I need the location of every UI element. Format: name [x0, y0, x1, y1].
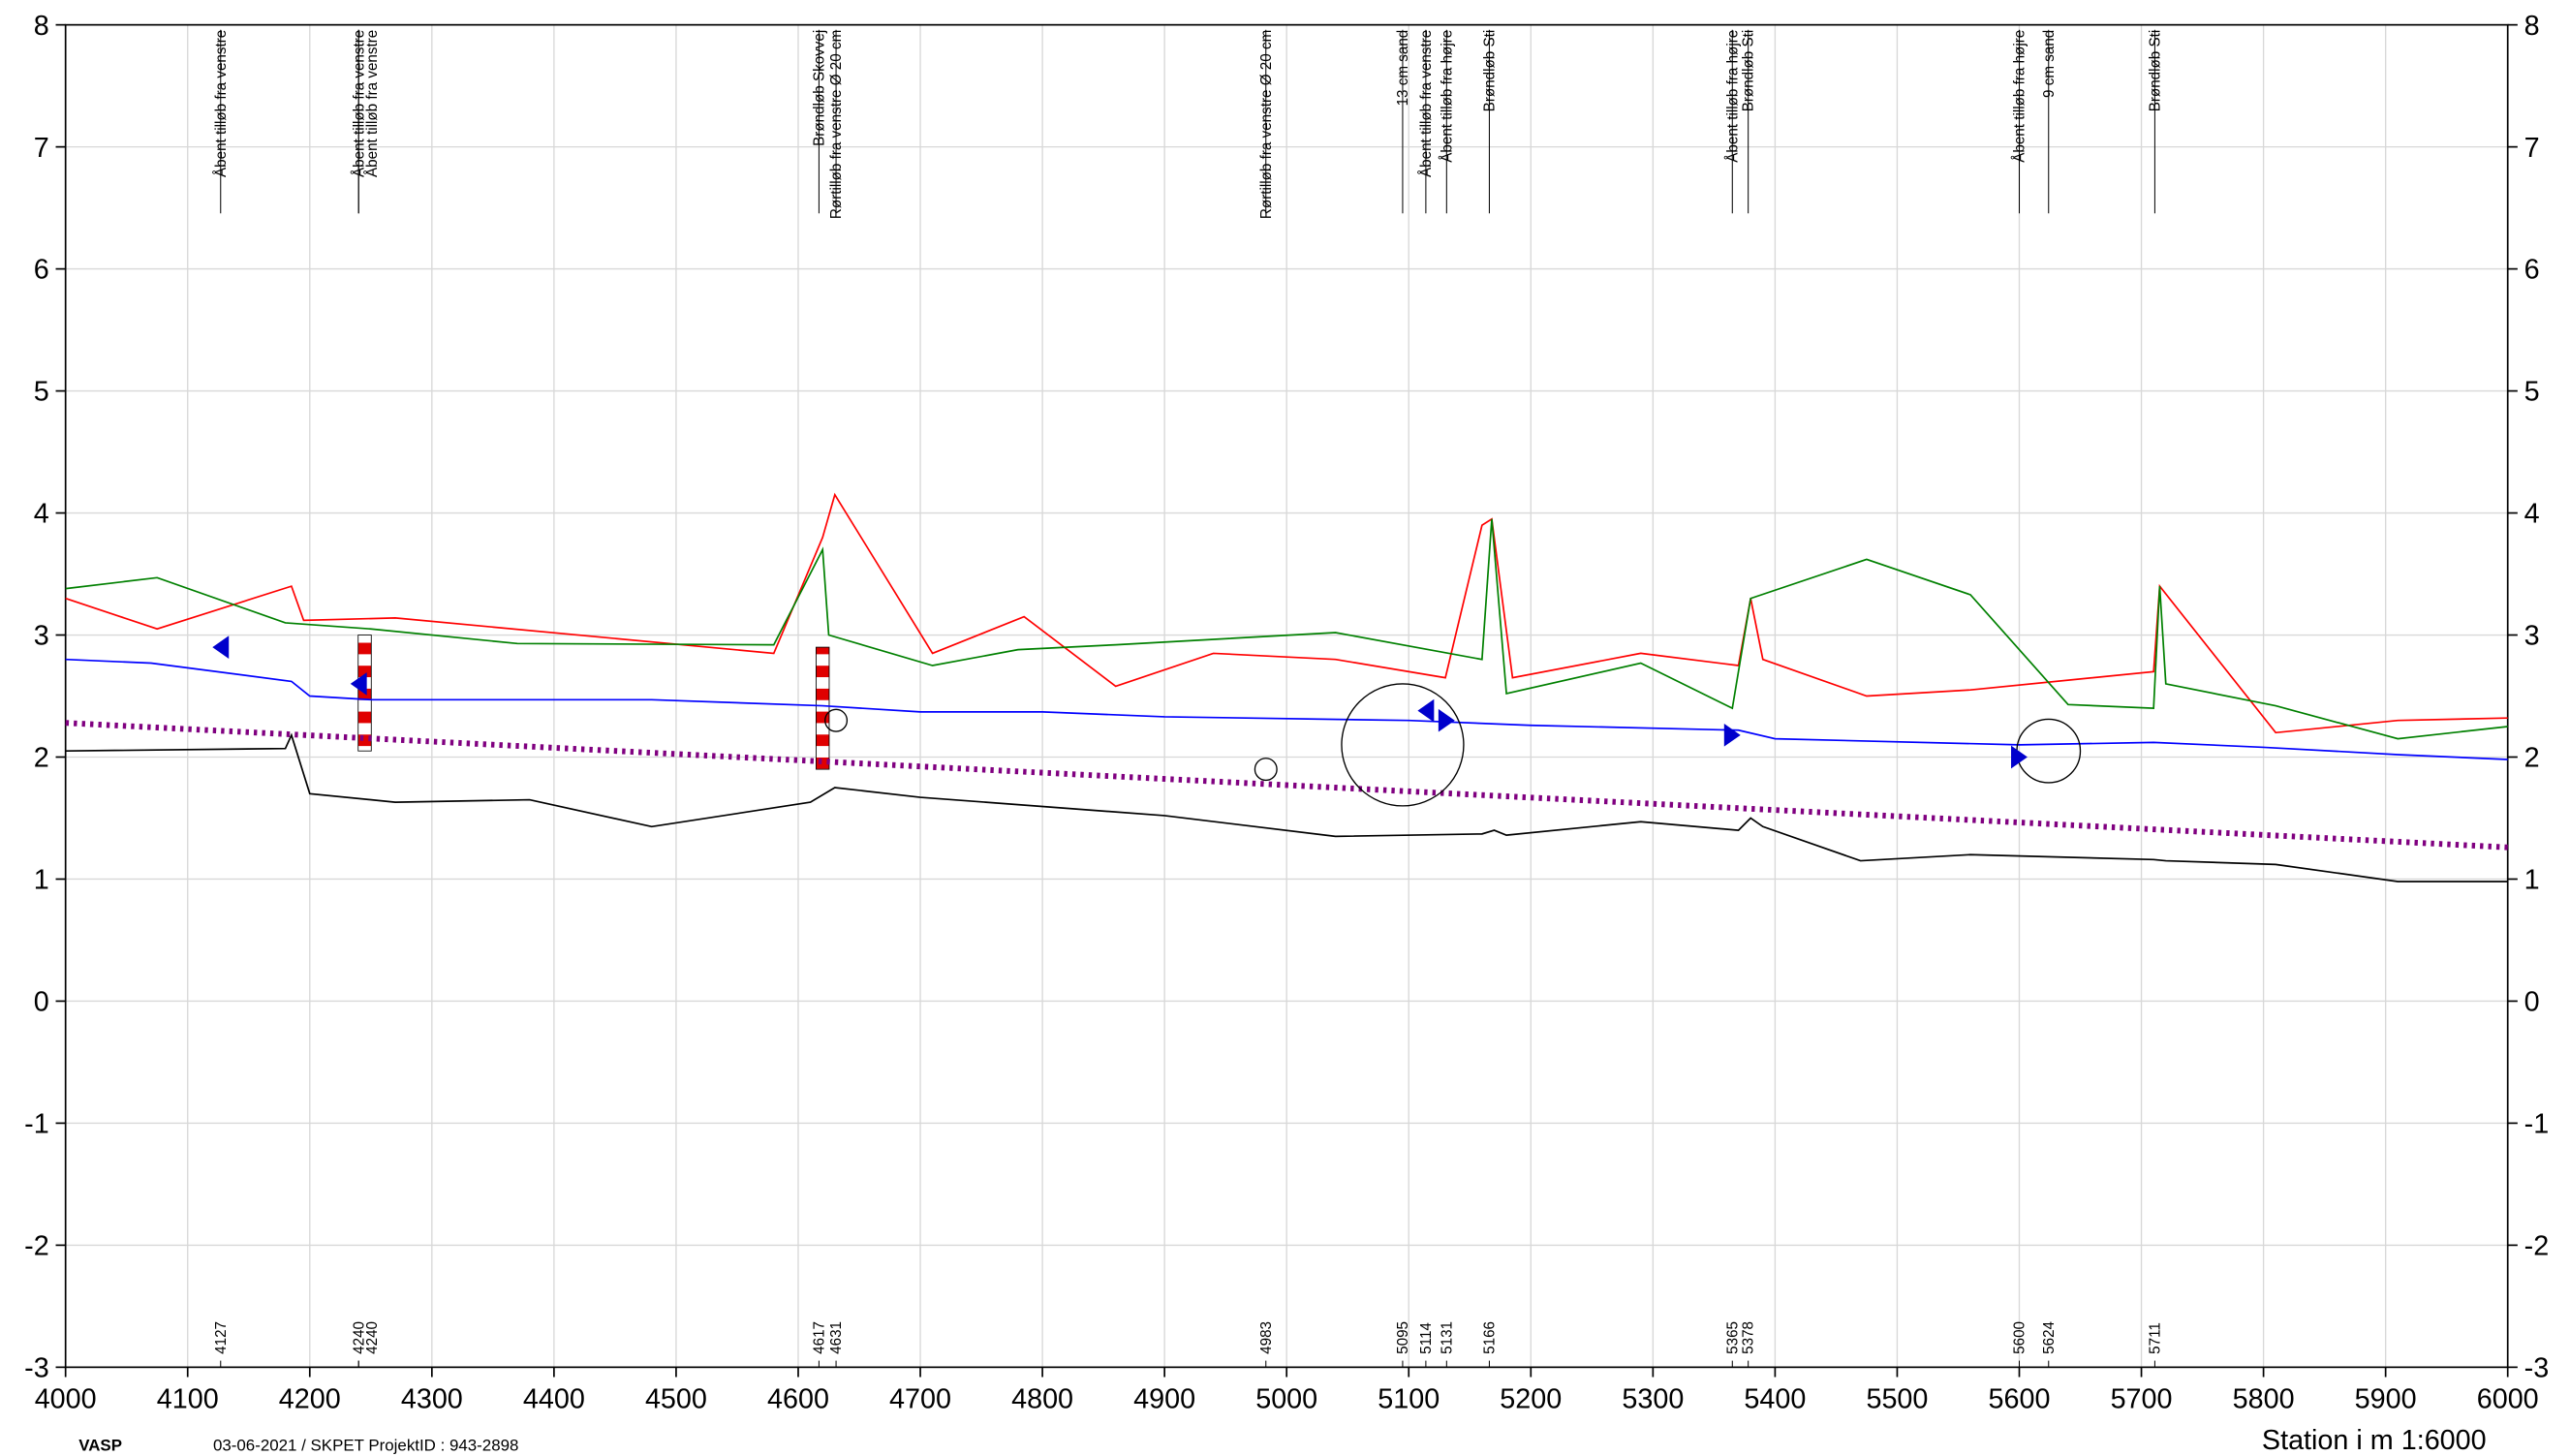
- x-tick-label: 4400: [523, 1384, 585, 1415]
- x-tick-label: 5300: [1622, 1384, 1684, 1415]
- y-tick-label: 6: [34, 255, 49, 286]
- x-tick-label: 4100: [157, 1384, 219, 1415]
- y-tick-label: 8: [34, 11, 49, 42]
- triangle-marker: [2011, 745, 2028, 769]
- station-annotation: Brøndløb Sti: [1741, 30, 1757, 112]
- x-tick-label: 5500: [1866, 1384, 1928, 1415]
- station-label: 5095: [1395, 1321, 1411, 1354]
- triangle-marker: [1723, 723, 1741, 747]
- x-tick-label: 5200: [1500, 1384, 1562, 1415]
- y-tick-label-right: 4: [2524, 499, 2540, 530]
- y-tick-label-right: 3: [2524, 621, 2540, 652]
- station-annotation: Brøndløb Sti: [2147, 30, 2163, 112]
- y-tick-label: 0: [34, 987, 49, 1018]
- station-label: 5131: [1439, 1321, 1455, 1354]
- station-label: 4631: [828, 1321, 845, 1354]
- x-tick-label: 4800: [1011, 1384, 1073, 1415]
- x-tick-label: 5900: [2355, 1384, 2417, 1415]
- y-tick-label: 7: [34, 133, 49, 164]
- circle-marker: [1254, 758, 1278, 782]
- triangle-marker: [350, 672, 367, 696]
- station-label: 5600: [2012, 1321, 2028, 1354]
- y-tick-label-right: 8: [2524, 11, 2540, 42]
- y-tick-label-right: -3: [2524, 1353, 2550, 1384]
- station-annotation: Brøndløb Skovvej: [811, 30, 827, 146]
- post: [816, 646, 830, 770]
- x-tick-label: 5400: [1744, 1384, 1806, 1415]
- y-tick-label: -2: [24, 1231, 49, 1262]
- station-annotation: Åbent tilløb fra venstre: [1418, 30, 1435, 177]
- x-tick-label: 5800: [2233, 1384, 2295, 1415]
- x-tick-label: 4500: [645, 1384, 707, 1415]
- station-label: 5378: [1741, 1321, 1757, 1354]
- x-tick-label: 4700: [889, 1384, 951, 1415]
- station-annotation: 13 cm sand: [1395, 30, 1411, 107]
- station-label: 5711: [2147, 1322, 2163, 1354]
- station-annotation: Åbent tilløb fra højre: [1724, 30, 1741, 163]
- station-annotation: Rørtilløb fra venstre Ø 20 cm: [828, 30, 845, 219]
- station-annotation: Åbent tilløb fra højre: [1439, 30, 1455, 163]
- series-line: [65, 492, 2508, 734]
- footer-info: 03-06-2021 / SKPET ProjektID : 943-2898: [213, 1437, 518, 1455]
- station-annotation: 9 cm sand: [2041, 30, 2058, 98]
- station-label: 4983: [1258, 1321, 1275, 1354]
- station-label: 5166: [1482, 1321, 1499, 1354]
- circle-marker: [824, 708, 849, 732]
- x-axis-label: Station i m 1:6000: [2262, 1425, 2487, 1456]
- station-label: 4240: [351, 1321, 367, 1354]
- x-tick-label: 5600: [1989, 1384, 2051, 1415]
- triangle-marker: [1438, 708, 1455, 732]
- triangle-marker: [1417, 698, 1435, 723]
- x-tick-label: 5700: [2111, 1384, 2173, 1415]
- station-label: 5114: [1418, 1322, 1435, 1354]
- y-tick-label: 2: [34, 743, 49, 774]
- y-tick-label-right: 1: [2524, 865, 2540, 896]
- station-label: 4240: [364, 1321, 381, 1354]
- footer-left: VASP: [78, 1437, 122, 1455]
- circle-marker: [1341, 683, 1465, 807]
- x-tick-label: 4300: [401, 1384, 463, 1415]
- y-tick-label-right: 5: [2524, 377, 2540, 408]
- series-line: [65, 720, 2508, 851]
- x-tick-label: 6000: [2477, 1384, 2539, 1415]
- x-tick-label: 4600: [767, 1384, 829, 1415]
- y-tick-label: -1: [24, 1109, 49, 1140]
- y-tick-label-right: 6: [2524, 255, 2540, 286]
- y-tick-label-right: 7: [2524, 133, 2540, 164]
- station-annotation: Brøndløb Sti: [1482, 30, 1499, 112]
- y-tick-label: 5: [34, 377, 49, 408]
- y-tick-label-right: -1: [2524, 1109, 2550, 1140]
- station-annotation: Åbent tilløb fra venstre: [364, 30, 381, 177]
- series-line: [65, 658, 2508, 760]
- y-tick-label: 4: [34, 499, 49, 530]
- station-label: 5365: [1724, 1321, 1741, 1354]
- station-label: 5624: [2041, 1320, 2058, 1353]
- x-tick-label: 4200: [279, 1384, 341, 1415]
- station-label: 4127: [213, 1321, 230, 1354]
- y-tick-label: 3: [34, 621, 49, 652]
- x-tick-label: 4000: [35, 1384, 97, 1415]
- station-annotation: Åbent tilløb fra højre: [2012, 30, 2028, 163]
- y-tick-label-right: -2: [2524, 1231, 2550, 1262]
- series-line: [65, 732, 2508, 883]
- triangle-marker: [212, 635, 230, 659]
- y-tick-label: -3: [24, 1353, 49, 1384]
- y-tick-label-right: 0: [2524, 987, 2540, 1018]
- plot-frame: [64, 23, 2509, 1369]
- x-tick-label: 5000: [1255, 1384, 1317, 1415]
- x-tick-label: 5100: [1378, 1384, 1440, 1415]
- y-tick-label-right: 2: [2524, 743, 2540, 774]
- station-annotation: Åbent tilløb fra venstre: [351, 30, 367, 177]
- y-tick-label: 1: [34, 865, 49, 896]
- circle-marker: [2016, 718, 2082, 784]
- series-line: [65, 518, 2508, 740]
- station-annotation: Rørtilløb fra venstre Ø 20 cm: [1258, 30, 1275, 219]
- station-annotation: Åbent tilløb fra venstre: [213, 30, 230, 177]
- x-tick-label: 4900: [1133, 1384, 1195, 1415]
- station-label: 4617: [811, 1321, 827, 1354]
